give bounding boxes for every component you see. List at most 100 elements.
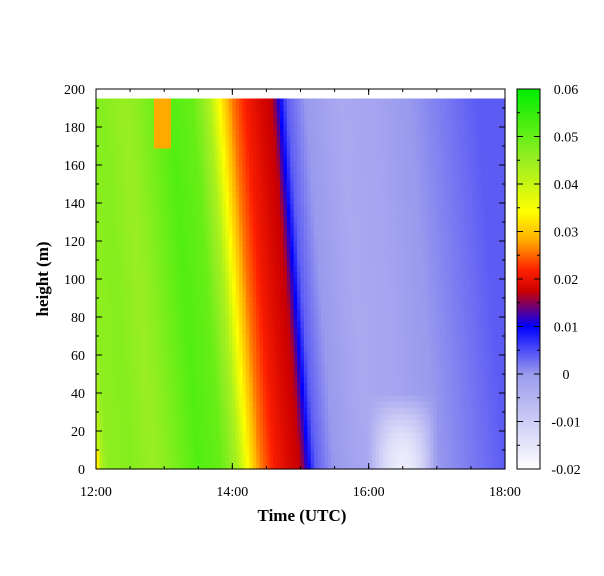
heatmap-cell xyxy=(174,401,179,408)
heatmap-cell xyxy=(123,289,128,297)
heatmap-cell xyxy=(113,234,118,242)
heatmap-cell xyxy=(348,203,353,211)
heatmap-cell xyxy=(113,123,118,130)
heatmap-cell xyxy=(314,265,319,272)
heatmap-cell xyxy=(130,246,135,254)
heatmap-cell xyxy=(109,117,114,124)
heatmap-cell xyxy=(300,314,305,322)
heatmap-cell xyxy=(239,215,244,223)
heatmap-cell xyxy=(372,215,377,223)
heatmap-cell xyxy=(327,104,332,112)
heatmap-cell xyxy=(252,308,257,316)
heatmap-cell xyxy=(341,283,346,291)
heatmap-cell xyxy=(225,364,230,371)
heatmap-cell xyxy=(153,160,158,168)
heatmap-cell xyxy=(198,141,203,149)
heatmap-cell xyxy=(239,339,244,347)
heatmap-cell xyxy=(109,456,114,464)
heatmap-cell xyxy=(341,345,346,353)
heatmap-cell xyxy=(218,339,223,347)
heatmap-cell xyxy=(184,431,189,439)
heatmap-cell xyxy=(372,197,377,205)
heatmap-cell xyxy=(184,123,189,130)
heatmap-cell xyxy=(150,209,155,217)
heatmap-cell xyxy=(307,178,312,186)
heatmap-cell xyxy=(113,345,118,353)
heatmap-cell xyxy=(208,184,213,192)
heatmap-cell xyxy=(300,228,305,235)
heatmap-cell xyxy=(205,160,210,168)
heatmap-cell xyxy=(147,110,152,118)
heatmap-cell xyxy=(256,339,261,347)
heatmap-cell xyxy=(123,98,128,106)
heatmap-cell xyxy=(245,314,250,322)
heatmap-cell xyxy=(133,98,138,106)
heatmap-cell xyxy=(160,289,165,297)
heatmap-cell xyxy=(215,160,220,168)
heatmap-cell xyxy=(109,104,114,112)
heatmap-cell xyxy=(293,320,298,328)
heatmap-cell xyxy=(269,265,274,272)
heatmap-cell xyxy=(300,438,305,445)
heatmap-cell xyxy=(256,376,261,384)
heatmap-cell xyxy=(269,370,274,377)
heatmap-cell xyxy=(184,246,189,254)
heatmap-cell xyxy=(242,129,247,137)
heatmap-cell xyxy=(235,252,240,260)
heatmap-cell xyxy=(188,234,193,242)
heatmap-cell xyxy=(99,302,104,310)
heatmap-cell xyxy=(300,382,305,390)
heatmap-cell xyxy=(368,117,373,124)
heatmap-cell xyxy=(269,178,274,186)
heatmap-cell xyxy=(286,401,291,408)
heatmap-cell xyxy=(109,339,114,347)
heatmap-cell xyxy=(324,129,329,137)
heatmap-cell xyxy=(235,388,240,396)
heatmap-cell xyxy=(157,129,162,137)
heatmap-cell xyxy=(150,135,155,143)
heatmap-cell xyxy=(153,104,158,112)
heatmap-cell xyxy=(242,123,247,130)
heatmap-cell xyxy=(286,364,291,371)
heatmap-cell xyxy=(310,302,315,310)
heatmap-cell xyxy=(348,394,353,402)
heatmap-cell xyxy=(252,345,257,353)
heatmap-cell xyxy=(310,184,315,192)
heatmap-cell xyxy=(113,178,118,186)
heatmap-cell xyxy=(307,376,312,384)
heatmap-cell xyxy=(215,314,220,322)
heatmap-cell xyxy=(310,456,315,464)
heatmap-cell xyxy=(116,283,121,291)
heatmap-cell xyxy=(266,209,271,217)
heatmap-cell xyxy=(160,228,165,235)
heatmap-cell xyxy=(133,425,138,433)
heatmap-cell xyxy=(327,364,332,371)
heatmap-cell xyxy=(273,438,278,445)
heatmap-cell xyxy=(157,141,162,149)
heatmap-cell xyxy=(337,456,342,464)
heatmap-cell xyxy=(170,166,175,174)
heatmap-cell xyxy=(331,234,336,242)
heatmap-cell xyxy=(239,209,244,217)
heatmap-cell xyxy=(96,296,101,303)
heatmap-cell xyxy=(232,191,237,198)
heatmap-cell xyxy=(167,425,172,433)
heatmap-cell xyxy=(341,388,346,396)
heatmap-cell xyxy=(266,401,271,408)
heatmap-cell xyxy=(153,178,158,186)
heatmap-cell xyxy=(293,178,298,186)
heatmap-cell xyxy=(150,394,155,402)
heatmap-cell xyxy=(372,376,377,384)
heatmap-cell xyxy=(157,259,162,266)
heatmap-cell xyxy=(303,376,308,384)
heatmap-cell xyxy=(314,370,319,377)
heatmap-cell xyxy=(337,314,342,322)
heatmap-cell xyxy=(184,333,189,340)
heatmap-cell xyxy=(174,209,179,217)
heatmap-cell xyxy=(249,401,254,408)
heatmap-cell xyxy=(153,228,158,235)
heatmap-cell xyxy=(378,401,383,408)
heatmap-cell xyxy=(147,376,152,384)
heatmap-cell xyxy=(368,456,373,464)
heatmap-cell xyxy=(164,191,169,198)
